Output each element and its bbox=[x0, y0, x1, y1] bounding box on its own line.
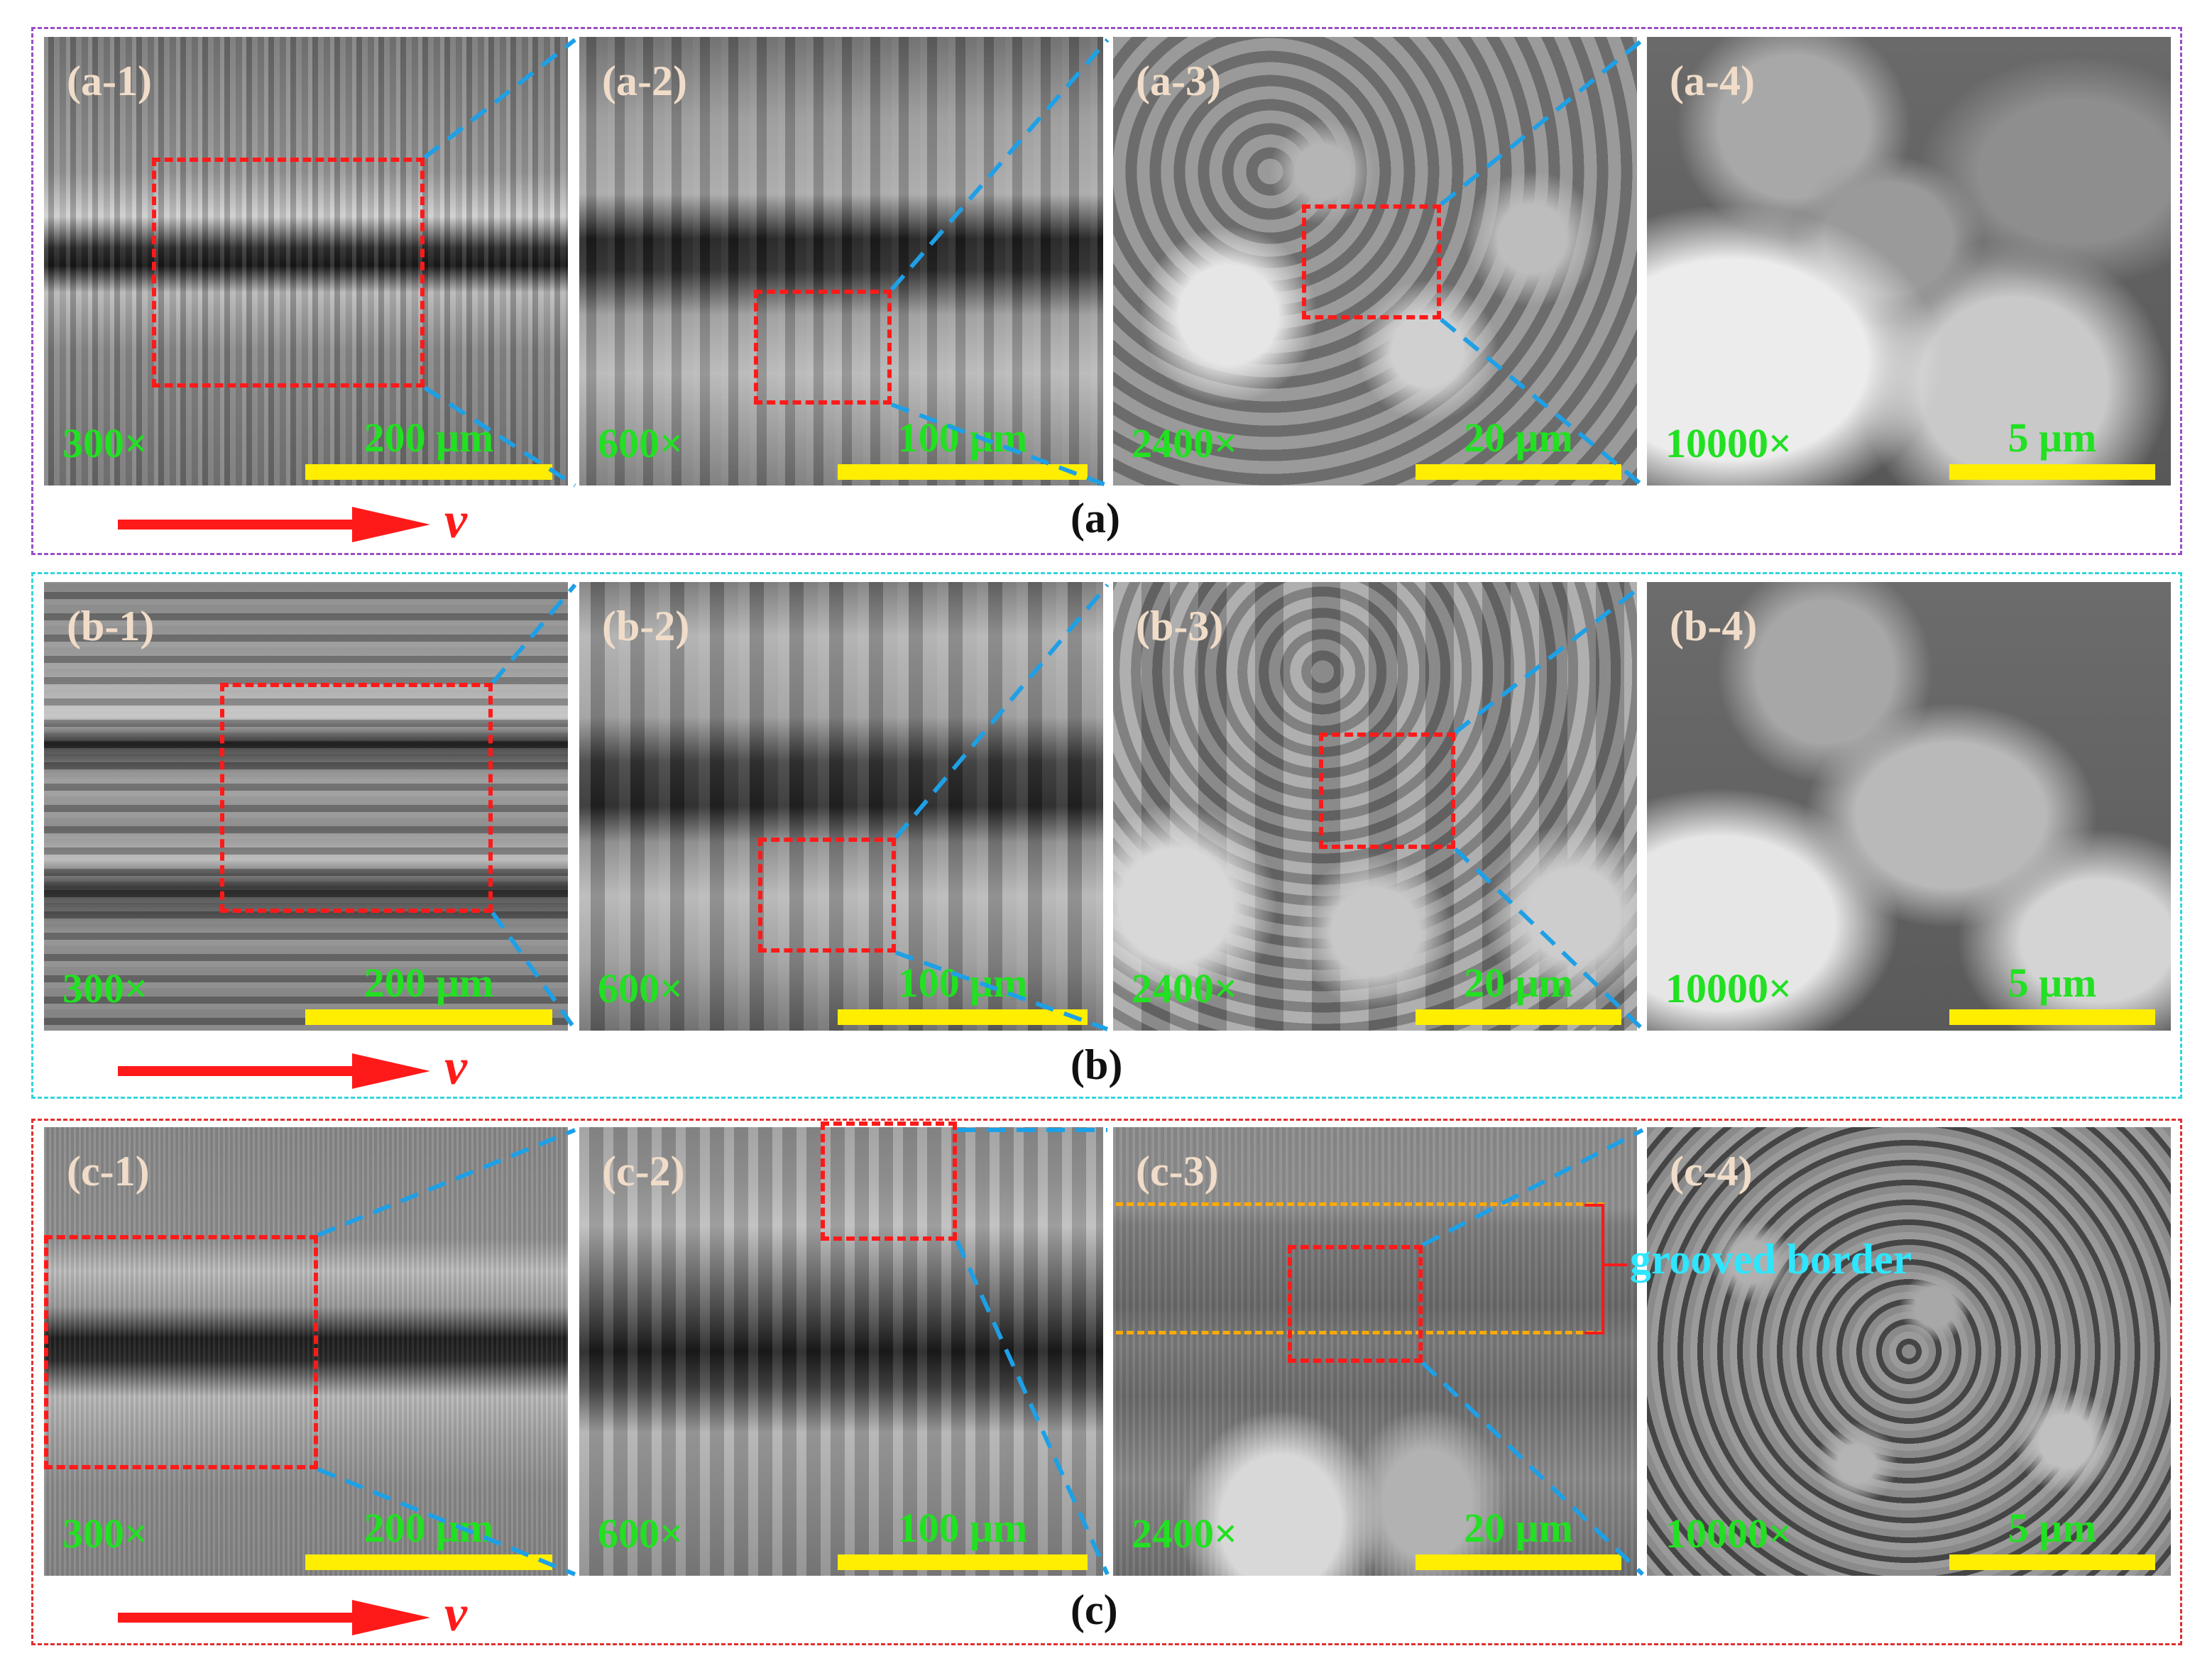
scale-bar-label: 200 μm bbox=[363, 415, 494, 461]
magnification-label: 2400× bbox=[1132, 965, 1238, 1011]
magnification-label: 10000× bbox=[1665, 1510, 1792, 1557]
magnification-label: 10000× bbox=[1665, 420, 1792, 466]
zoom-region-box bbox=[220, 683, 493, 913]
grooved-border-band bbox=[1116, 1202, 1604, 1334]
sem-panel-b-1: (b-1) 300× 200 μm bbox=[44, 582, 568, 1031]
scale-bar bbox=[838, 1554, 1088, 1570]
magnification-label: 2400× bbox=[1132, 1510, 1238, 1557]
scale-bar-label: 200 μm bbox=[363, 1505, 494, 1551]
scale-bar bbox=[305, 464, 552, 480]
panel-id-label: (c-3) bbox=[1136, 1148, 1219, 1195]
scale-bar bbox=[1416, 1554, 1621, 1570]
zoom-region-box bbox=[758, 838, 896, 953]
panel-id-label: (a-3) bbox=[1136, 57, 1221, 104]
magnification-label: 300× bbox=[62, 420, 148, 466]
velocity-symbol: v bbox=[444, 1585, 467, 1642]
scale-bar-label: 5 μm bbox=[2008, 1505, 2097, 1551]
velocity-arrow: v bbox=[118, 1038, 467, 1095]
scale-bar-label: 5 μm bbox=[2008, 960, 2097, 1006]
group-a-frame bbox=[31, 27, 2182, 555]
scale-bar-label: 100 μm bbox=[897, 960, 1028, 1006]
sem-panel-a-2: (a-2) 600× 100 μm bbox=[579, 37, 1103, 486]
sem-panel-b-2: (b-2) 600× 100 μm bbox=[579, 582, 1103, 1031]
arrow-icon bbox=[118, 1600, 430, 1635]
panel-id-label: (b-3) bbox=[1136, 603, 1224, 649]
panel-id-label: (a-2) bbox=[602, 57, 687, 104]
zoom-region-box bbox=[821, 1121, 957, 1241]
panel-id-label: (c-4) bbox=[1670, 1148, 1753, 1195]
scale-bar bbox=[305, 1009, 552, 1025]
sem-panel-a-4: (a-4) 10000× 5 μm bbox=[1647, 37, 2171, 486]
panel-id-label: (b-4) bbox=[1670, 603, 1758, 649]
magnification-label: 600× bbox=[598, 1510, 684, 1557]
panel-id-label: (a-1) bbox=[67, 57, 152, 104]
magnification-label: 10000× bbox=[1665, 965, 1792, 1011]
magnification-label: 600× bbox=[598, 420, 684, 466]
scale-bar-label: 100 μm bbox=[897, 1505, 1028, 1551]
panel-id-label: (c-1) bbox=[67, 1148, 150, 1195]
sem-panel-b-4: (b-4) 10000× 5 μm bbox=[1647, 582, 2171, 1031]
panel-id-label: (b-2) bbox=[602, 603, 690, 649]
velocity-symbol: v bbox=[444, 492, 467, 549]
panel-id-label: (c-2) bbox=[602, 1148, 685, 1195]
sem-panel-c-4: (c-4) 10000× 5 μm bbox=[1647, 1127, 2171, 1576]
arrow-icon bbox=[118, 507, 430, 542]
scale-bar-label: 5 μm bbox=[2008, 415, 2097, 461]
scale-bar bbox=[305, 1554, 552, 1570]
velocity-symbol: v bbox=[444, 1038, 467, 1095]
arrow-icon bbox=[118, 1053, 430, 1089]
scale-bar-label: 200 μm bbox=[363, 960, 494, 1006]
group-label-a: (a) bbox=[1071, 495, 1120, 542]
group-b-frame bbox=[31, 572, 2182, 1099]
zoom-region-box bbox=[44, 1235, 318, 1469]
scale-bar-label: 20 μm bbox=[1464, 1505, 1573, 1551]
panel-id-label: (b-1) bbox=[67, 603, 155, 649]
scale-bar bbox=[838, 464, 1088, 480]
scale-bar-label: 20 μm bbox=[1464, 960, 1573, 1006]
magnification-label: 300× bbox=[62, 1510, 148, 1557]
panel-id-label: (a-4) bbox=[1670, 57, 1755, 104]
scale-bar bbox=[838, 1009, 1088, 1025]
zoom-region-box bbox=[1319, 733, 1455, 849]
scale-bar bbox=[1416, 1009, 1621, 1025]
group-label-c: (c) bbox=[1071, 1586, 1118, 1633]
zoom-region-box bbox=[1288, 1245, 1423, 1363]
grooved-border-label: grooved border bbox=[1630, 1236, 1912, 1283]
magnification-label: 300× bbox=[62, 965, 148, 1011]
scale-bar-label: 20 μm bbox=[1464, 415, 1573, 461]
zoom-region-box bbox=[1302, 204, 1441, 319]
zoom-region-box bbox=[754, 290, 892, 405]
magnification-label: 2400× bbox=[1132, 420, 1238, 466]
group-c-frame bbox=[31, 1119, 2182, 1645]
scale-bar bbox=[1949, 1009, 2155, 1025]
velocity-arrow: v bbox=[118, 1585, 467, 1642]
velocity-arrow: v bbox=[118, 492, 467, 549]
scale-bar bbox=[1949, 464, 2155, 480]
zoom-region-box bbox=[152, 158, 425, 388]
group-label-b: (b) bbox=[1071, 1041, 1123, 1088]
magnification-label: 600× bbox=[598, 965, 684, 1011]
scale-bar bbox=[1416, 464, 1621, 480]
scale-bar-label: 100 μm bbox=[897, 415, 1028, 461]
scale-bar bbox=[1949, 1554, 2155, 1570]
